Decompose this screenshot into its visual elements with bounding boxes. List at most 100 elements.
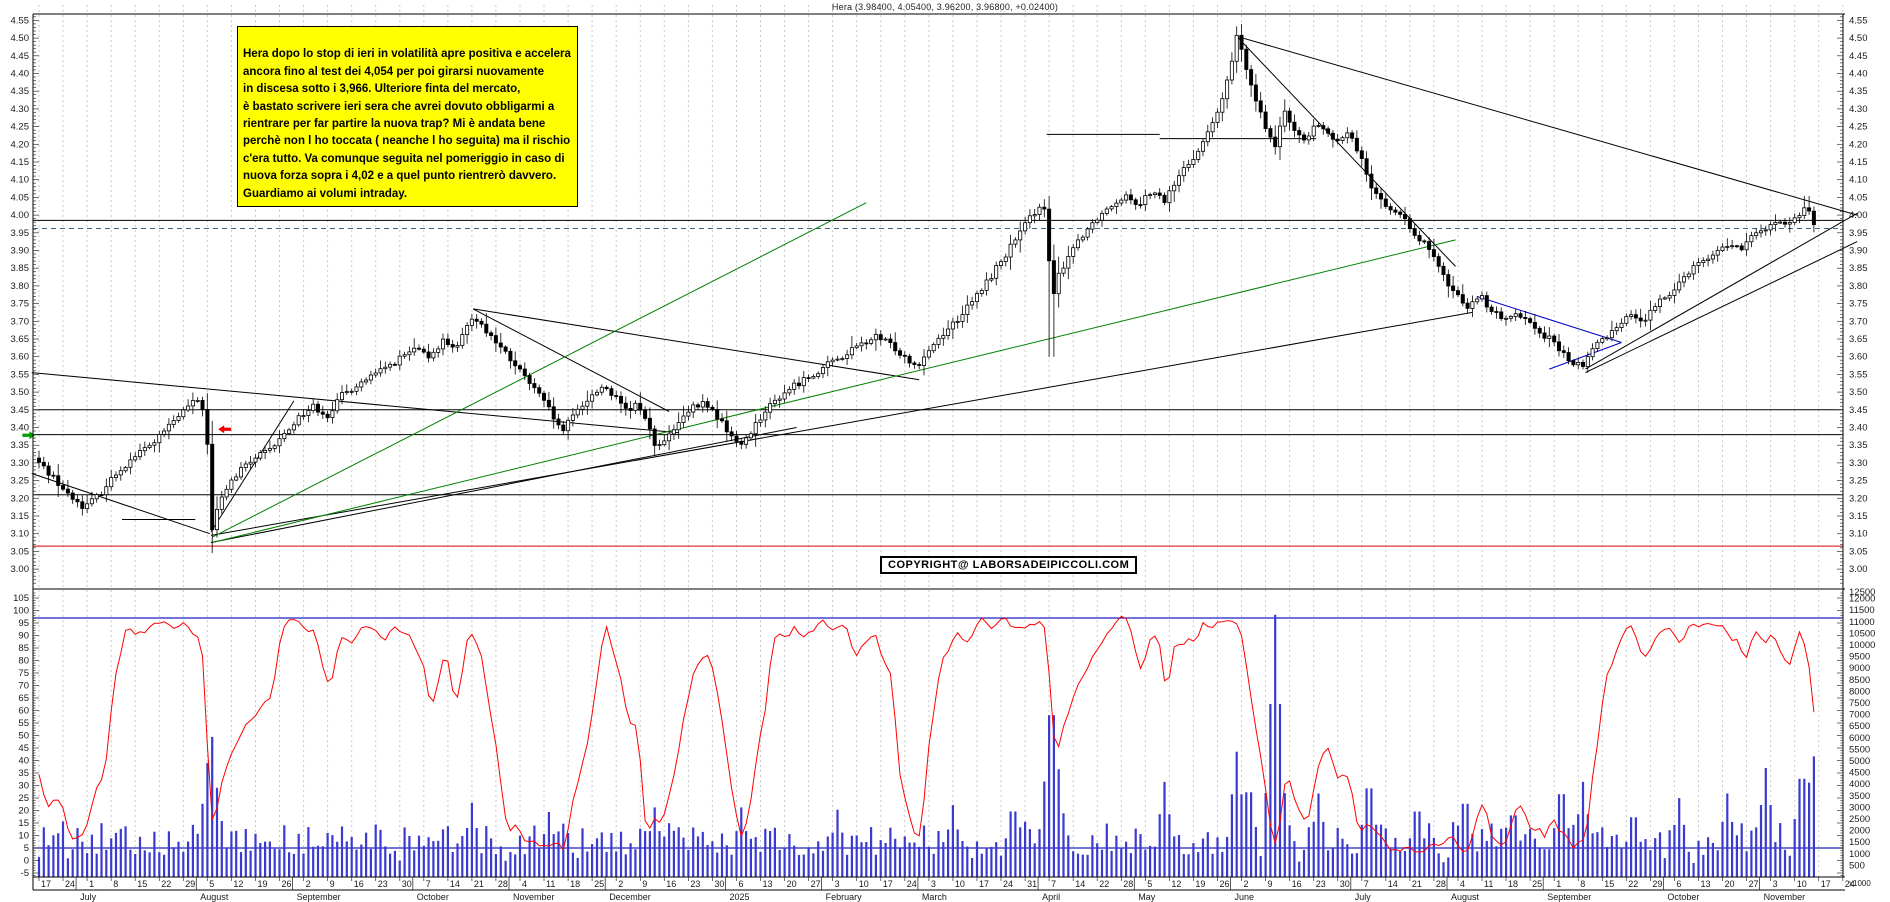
- svg-text:9500: 9500: [1849, 652, 1870, 663]
- svg-text:4.20: 4.20: [11, 139, 30, 150]
- svg-text:July: July: [80, 892, 97, 902]
- svg-text:3.65: 3.65: [11, 334, 30, 345]
- svg-text:26: 26: [1220, 879, 1230, 889]
- svg-text:18: 18: [570, 879, 580, 889]
- svg-text:5: 5: [1147, 879, 1152, 889]
- svg-text:12: 12: [1171, 879, 1181, 889]
- svg-text:November: November: [513, 892, 555, 902]
- svg-text:4.40: 4.40: [11, 69, 30, 80]
- svg-text:1500: 1500: [1849, 837, 1870, 848]
- svg-text:3.75: 3.75: [11, 299, 30, 310]
- svg-text:500: 500: [1849, 860, 1865, 871]
- svg-text:5: 5: [24, 843, 29, 854]
- svg-text:70: 70: [18, 681, 29, 692]
- svg-text:25: 25: [1532, 879, 1542, 889]
- svg-text:May: May: [1138, 892, 1156, 902]
- svg-text:4.20: 4.20: [1849, 139, 1868, 150]
- svg-text:15: 15: [137, 879, 147, 889]
- svg-text:October: October: [1667, 892, 1699, 902]
- svg-text:4: 4: [1460, 879, 1465, 889]
- svg-text:19: 19: [258, 879, 268, 889]
- svg-text:3.10: 3.10: [1849, 529, 1868, 540]
- svg-text:4.45: 4.45: [1849, 51, 1868, 62]
- svg-text:28: 28: [1123, 879, 1133, 889]
- svg-text:9000: 9000: [1849, 663, 1870, 674]
- price-axis-labels: 3.00 3.00 3.05 3.05 3.10 3.10 3.15 3.15 3.20 3.20…: [11, 15, 1868, 575]
- svg-text:22: 22: [161, 879, 171, 889]
- svg-text:20: 20: [18, 806, 29, 817]
- svg-text:September: September: [1547, 892, 1591, 902]
- svg-text:26: 26: [282, 879, 292, 889]
- svg-text:35: 35: [18, 768, 29, 779]
- svg-text:19: 19: [1195, 879, 1205, 889]
- svg-text:1000: 1000: [1849, 849, 1870, 860]
- svg-text:85: 85: [18, 643, 29, 654]
- svg-text:4.15: 4.15: [11, 157, 30, 168]
- svg-text:4.25: 4.25: [1849, 122, 1868, 133]
- svg-text:April: April: [1042, 892, 1060, 902]
- svg-text:80: 80: [18, 656, 29, 667]
- svg-text:4.35: 4.35: [1849, 86, 1868, 97]
- svg-text:4500: 4500: [1849, 768, 1870, 779]
- svg-text:9: 9: [330, 879, 335, 889]
- svg-text:4.55: 4.55: [1849, 15, 1868, 26]
- svg-text:30: 30: [1340, 879, 1350, 889]
- svg-text:5: 5: [209, 879, 214, 889]
- svg-text:3.75: 3.75: [1849, 299, 1868, 310]
- svg-text:75: 75: [18, 668, 29, 679]
- svg-text:3.25: 3.25: [11, 476, 30, 487]
- svg-text:10: 10: [1797, 879, 1807, 889]
- svg-text:3.40: 3.40: [11, 423, 30, 434]
- svg-text:23: 23: [378, 879, 388, 889]
- svg-text:50: 50: [18, 731, 29, 742]
- svg-text:4.05: 4.05: [11, 192, 30, 203]
- svg-text:June: June: [1235, 892, 1255, 902]
- svg-text:3.00: 3.00: [1849, 564, 1868, 575]
- svg-text:16: 16: [354, 879, 364, 889]
- svg-text:3.35: 3.35: [1849, 440, 1868, 451]
- candlesticks: [37, 24, 1816, 554]
- svg-text:8: 8: [1580, 879, 1585, 889]
- svg-text:July: July: [1355, 892, 1372, 902]
- svg-text:3.25: 3.25: [1849, 476, 1868, 487]
- svg-text:10500: 10500: [1849, 628, 1875, 639]
- svg-text:23: 23: [1316, 879, 1326, 889]
- volume-bars: [37, 614, 1815, 877]
- horizontal-levels: [33, 219, 1843, 547]
- svg-text:17: 17: [1821, 879, 1831, 889]
- svg-text:15: 15: [1604, 879, 1614, 889]
- svg-text:3.30: 3.30: [1849, 458, 1868, 469]
- right-arrow-icon: [22, 431, 36, 440]
- svg-text:3.00: 3.00: [11, 564, 30, 575]
- svg-text:1: 1: [89, 879, 94, 889]
- svg-text:25: 25: [594, 879, 604, 889]
- svg-text:14: 14: [1388, 879, 1398, 889]
- svg-text:3.35: 3.35: [11, 440, 30, 451]
- svg-text:3.70: 3.70: [1849, 316, 1868, 327]
- svg-text:4.40: 4.40: [1849, 69, 1868, 80]
- svg-text:7: 7: [1051, 879, 1056, 889]
- svg-text:3.10: 3.10: [11, 529, 30, 540]
- svg-text:27: 27: [811, 879, 821, 889]
- svg-text:6000: 6000: [1849, 733, 1870, 744]
- svg-text:28: 28: [498, 879, 508, 889]
- svg-text:10: 10: [859, 879, 869, 889]
- svg-text:4.25: 4.25: [11, 122, 30, 133]
- svg-text:2000: 2000: [1849, 826, 1870, 837]
- svg-text:3: 3: [1773, 879, 1778, 889]
- svg-text:4: 4: [522, 879, 527, 889]
- svg-text:20: 20: [787, 879, 797, 889]
- svg-text:30: 30: [18, 781, 29, 792]
- svg-text:3: 3: [931, 879, 936, 889]
- svg-text:6: 6: [739, 879, 744, 889]
- svg-text:3.90: 3.90: [1849, 246, 1868, 257]
- svg-text:3: 3: [835, 879, 840, 889]
- svg-text:7: 7: [426, 879, 431, 889]
- svg-text:7000: 7000: [1849, 710, 1870, 721]
- axis-tick-combs: [33, 16, 1844, 881]
- svg-text:40: 40: [18, 756, 29, 767]
- svg-text:30: 30: [714, 879, 724, 889]
- svg-text:3.80: 3.80: [1849, 281, 1868, 292]
